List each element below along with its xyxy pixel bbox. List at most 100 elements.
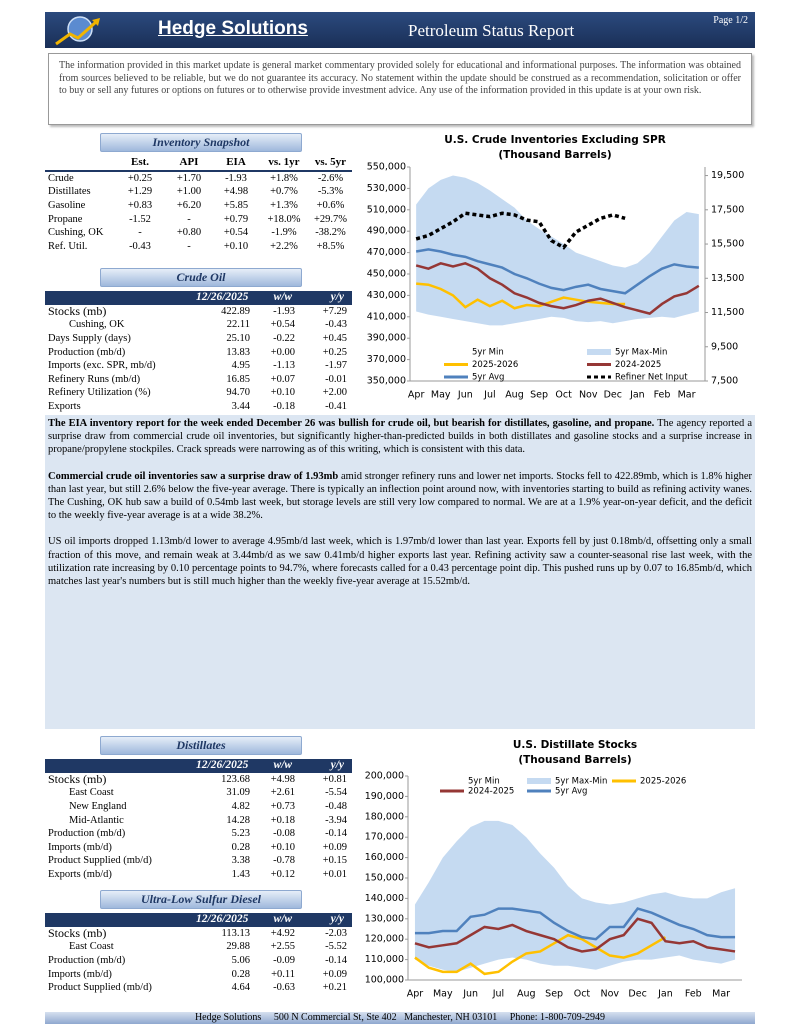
legend-label: 5yr Avg bbox=[472, 373, 504, 383]
cell: +1.00 bbox=[176, 186, 202, 198]
cell: 29.88 bbox=[226, 941, 250, 953]
cell: - bbox=[138, 227, 142, 239]
y-tick-label: 430,000 bbox=[367, 290, 406, 301]
header-cell: EIA bbox=[213, 156, 259, 172]
header-row: 12/26/2025 w/w y/y bbox=[45, 759, 352, 773]
y-tick-label: 180,000 bbox=[365, 811, 404, 822]
header-row: 12/26/2025 w/w y/y bbox=[45, 291, 352, 305]
section-title: Ultra-Low Sulfur Diesel bbox=[100, 890, 302, 909]
cell: -0.18 bbox=[273, 401, 295, 413]
paragraph: Commercial crude oil inventories saw a s… bbox=[48, 470, 752, 523]
x-tick-label: Jul bbox=[492, 989, 504, 1000]
y-tick-label: 470,000 bbox=[367, 247, 406, 258]
cell: -2.03 bbox=[325, 927, 347, 939]
legend-label: 5yr Avg bbox=[555, 787, 587, 797]
y2-tick-label: 9,500 bbox=[711, 341, 738, 352]
cell: -1.52 bbox=[129, 213, 151, 225]
cell: -0.48 bbox=[325, 801, 347, 813]
y-tick-label: 550,000 bbox=[367, 162, 406, 173]
table-row: Imports (exc. SPR, mb/d) 4.95 -1.13 -1.97 bbox=[45, 359, 352, 373]
disclaimer: The information provided in this market … bbox=[48, 53, 752, 125]
cell: 123.68 bbox=[221, 773, 250, 785]
legend-swatch bbox=[440, 778, 464, 784]
cell: +0.73 bbox=[270, 801, 295, 813]
page-number: Page 1/2 bbox=[713, 15, 748, 26]
x-tick-label: Jan bbox=[657, 989, 673, 1000]
cell: +4.98 bbox=[223, 186, 249, 198]
cell: +0.10 bbox=[270, 841, 295, 853]
table-row: Stocks (mb) 113.13 +4.92 -2.03 bbox=[45, 927, 352, 941]
cell: +0.80 bbox=[176, 227, 202, 239]
cell: +0.25 bbox=[322, 346, 347, 358]
x-tick-label: Sep bbox=[530, 390, 548, 401]
legend-label: 5yr Max-Min bbox=[615, 348, 667, 358]
y-tick-label: 530,000 bbox=[367, 183, 406, 194]
table-row: Production (mb/d) 5.06 -0.09 -0.14 bbox=[45, 954, 352, 968]
row-label: Distillates bbox=[48, 186, 91, 198]
y2-tick-label: 7,500 bbox=[711, 376, 738, 387]
header-cell: vs. 1yr bbox=[259, 156, 309, 172]
data-table: 12/26/2025 w/w y/y Stocks (mb) 123.68 +4.98 +0… bbox=[45, 759, 352, 881]
row-label: Imports (mb/d) bbox=[48, 841, 112, 853]
company-name: Hedge Solutions bbox=[158, 18, 308, 39]
x-tick-label: Apr bbox=[408, 390, 425, 401]
cell: +0.10 bbox=[223, 240, 249, 252]
chart-subtitle: (Thousand Barrels) bbox=[518, 754, 631, 766]
x-tick-label: Dec bbox=[604, 390, 622, 401]
x-tick-label: May bbox=[431, 390, 451, 401]
cell: +0.54 bbox=[223, 227, 249, 239]
x-tick-label: Dec bbox=[628, 989, 646, 1000]
header-cell: vs. 5yr bbox=[309, 156, 352, 172]
table-row: Stocks (mb) 422.89 -1.93 +7.29 bbox=[45, 305, 352, 319]
cell: +0.6% bbox=[316, 200, 345, 212]
cell: +2.55 bbox=[270, 941, 295, 953]
row-label: Propane bbox=[48, 213, 83, 225]
table-row: Product Supplied (mb/d) 4.64 -0.63 +0.21 bbox=[45, 981, 352, 995]
footer: Hedge Solutions 500 N Commercial St, Ste… bbox=[45, 1012, 755, 1024]
cell: +0.07 bbox=[270, 373, 295, 385]
area bbox=[416, 175, 699, 326]
row-label: Stocks (mb) bbox=[48, 926, 107, 940]
cell: +6.20 bbox=[176, 200, 202, 212]
x-tick-label: Nov bbox=[601, 989, 620, 1000]
cell: -5.54 bbox=[325, 787, 347, 799]
row-label: Gasoline bbox=[48, 200, 86, 212]
table-row: Exports 3.44 -0.18 -0.41 bbox=[45, 400, 352, 414]
row-label: East Coast bbox=[69, 787, 114, 799]
row-label: Product Supplied (mb/d) bbox=[48, 982, 152, 994]
line bbox=[414, 917, 736, 953]
row-label: Product Supplied (mb/d) bbox=[48, 855, 152, 867]
cell: -5.3% bbox=[317, 186, 344, 198]
data-table: Est. API EIA vs. 1yr vs. 5yr Crude +0.25 +1.70-… bbox=[45, 156, 352, 253]
cell: +0.11 bbox=[271, 968, 295, 980]
cell: 25.10 bbox=[226, 333, 250, 345]
cell: +0.7% bbox=[270, 186, 298, 198]
y-tick-label: 170,000 bbox=[365, 832, 404, 843]
y-tick-label: 100,000 bbox=[365, 975, 404, 986]
cell: -1.9% bbox=[271, 227, 297, 239]
y-tick-label: 450,000 bbox=[367, 269, 406, 280]
cell: +1.8% bbox=[270, 172, 298, 184]
table-row: Gasoline +0.83 +6.20 +5.85 +1.3% +0.6% bbox=[45, 199, 352, 213]
cell: 1.43 bbox=[231, 869, 250, 881]
cell: 4.95 bbox=[231, 360, 250, 372]
table-row: East Coast 31.09 +2.61 -5.54 bbox=[45, 786, 352, 800]
cell: +1.3% bbox=[270, 200, 298, 212]
cell: +1.70 bbox=[176, 172, 202, 184]
table-row: Refinery Runs (mb/d) 16.85 +0.07 -0.01 bbox=[45, 373, 352, 387]
row-label: Exports bbox=[48, 401, 81, 413]
row-label: Refinery Runs (mb/d) bbox=[48, 373, 141, 385]
line bbox=[415, 211, 626, 250]
x-tick-label: Mar bbox=[678, 390, 696, 401]
y-tick-label: 150,000 bbox=[365, 873, 404, 884]
table-row: Ref. Util. -0.43 - +0.10 +2.2% +8.5% bbox=[45, 240, 352, 254]
legend-swatch bbox=[444, 349, 468, 355]
row-label: Days Supply (days) bbox=[48, 333, 131, 345]
x-tick-label: Jun bbox=[457, 390, 473, 401]
y2-tick-label: 19,500 bbox=[711, 170, 744, 181]
row-label: Exports (mb/d) bbox=[48, 869, 112, 881]
cell: -5.52 bbox=[325, 941, 347, 953]
cell: +18.0% bbox=[267, 213, 301, 225]
cell: +0.81 bbox=[322, 773, 347, 785]
